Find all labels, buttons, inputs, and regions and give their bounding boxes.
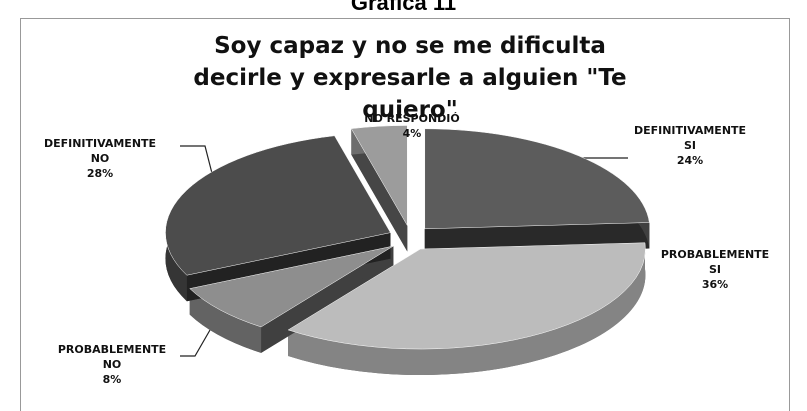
chart-frame: [20, 18, 790, 411]
chart-title: Soy capaz y no se me dificulta decirle y…: [193, 33, 627, 123]
leader-line: [180, 329, 211, 357]
figure-header: Gráfica 11: [350, 0, 457, 15]
slice: [165, 135, 391, 276]
slice: [287, 242, 646, 350]
slice: [189, 245, 394, 328]
slice-label: DEFINITIVAMENTE NO 28%: [44, 136, 156, 181]
slice-label: PROBABLEMENTE SI 36%: [661, 247, 769, 292]
slice-rim: [288, 242, 646, 376]
slice-label: DEFINITIVAMENTE SI 24%: [634, 123, 746, 168]
category-label: PROBABLEMENTE NO: [57, 343, 167, 371]
value-label: 28%: [86, 167, 114, 180]
category-label: PROBABLEMENTE SI: [660, 248, 770, 276]
slice: [350, 125, 408, 227]
slice-wall: [351, 128, 408, 252]
category-label: DEFINITIVAMENTE NO: [43, 137, 157, 165]
value-label: 4%: [402, 127, 422, 140]
value-label: 8%: [102, 373, 122, 386]
value-label: 36%: [701, 278, 729, 291]
category-label: NO RESPONDIÓ: [364, 112, 460, 125]
slice: [424, 128, 650, 230]
value-label: 24%: [676, 154, 704, 167]
slice-label: NO RESPONDIÓ 4%: [364, 111, 460, 141]
slice-label: PROBABLEMENTE NO 8%: [58, 342, 166, 387]
slice-rim: [189, 288, 262, 353]
slice-tops: [165, 125, 650, 350]
category-label: DEFINITIVAMENTE SI: [633, 124, 747, 152]
